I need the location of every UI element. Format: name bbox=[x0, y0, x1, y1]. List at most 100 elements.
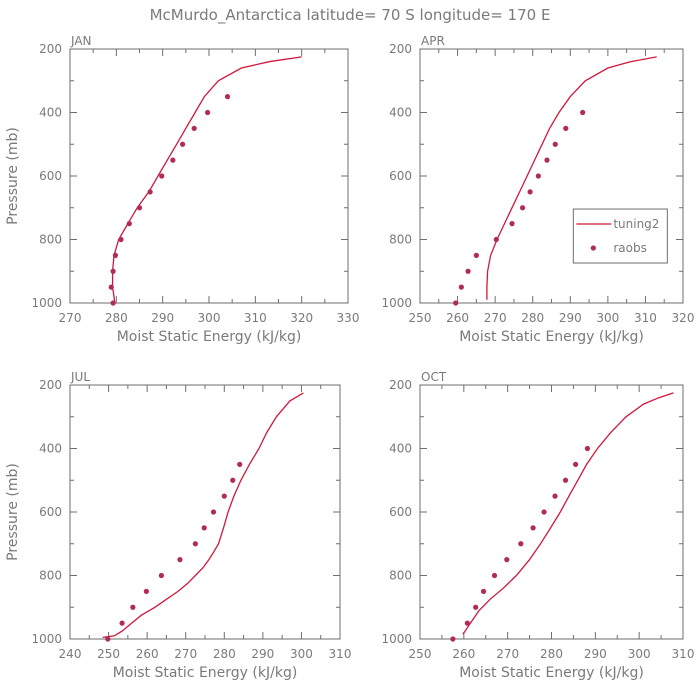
data-point-raobs bbox=[237, 461, 243, 467]
data-point-raobs bbox=[493, 236, 499, 243]
data-point-raobs bbox=[480, 588, 487, 594]
data-point-raobs bbox=[159, 173, 165, 179]
legend-label: tuning2 bbox=[613, 217, 659, 231]
data-point-raobs bbox=[473, 252, 479, 258]
x-tick-label: 300 bbox=[198, 311, 221, 325]
x-tick-label: 290 bbox=[151, 311, 174, 325]
data-point-raobs bbox=[504, 557, 510, 563]
data-point-raobs bbox=[112, 252, 119, 258]
data-point-raobs bbox=[458, 284, 464, 290]
data-point-raobs bbox=[224, 94, 231, 100]
y-tick-label: 400 bbox=[39, 442, 62, 456]
x-tick-label: 290 bbox=[251, 647, 274, 661]
data-point-raobs bbox=[464, 620, 470, 626]
x-tick-label: 280 bbox=[521, 311, 544, 325]
data-point-raobs bbox=[519, 205, 526, 211]
x-tick-label: 250 bbox=[409, 311, 432, 325]
panel-label: JAN bbox=[70, 34, 92, 48]
data-point-raobs bbox=[110, 300, 116, 306]
data-point-raobs bbox=[473, 604, 479, 610]
x-tick-label: 310 bbox=[244, 311, 267, 325]
data-point-raobs bbox=[552, 141, 558, 147]
data-point-raobs bbox=[130, 604, 136, 610]
x-tick-label: 260 bbox=[446, 311, 469, 325]
x-tick-label: 310 bbox=[672, 647, 695, 661]
y-tick-label: 400 bbox=[389, 106, 412, 120]
y-tick-label: 200 bbox=[389, 378, 412, 392]
data-point-raobs bbox=[527, 189, 533, 195]
data-point-raobs bbox=[535, 173, 541, 179]
data-point-raobs bbox=[552, 493, 558, 499]
data-point-raobs bbox=[509, 221, 515, 227]
data-point-raobs bbox=[518, 541, 524, 547]
y-tick-label: 200 bbox=[39, 42, 62, 56]
x-tick-label: 260 bbox=[136, 647, 159, 661]
panel-oct: OCT 250 260 270 280 290 300 310 200 400 600 800 1000… bbox=[381, 370, 694, 681]
data-point-raobs bbox=[230, 477, 236, 483]
panel-label: OCT bbox=[421, 370, 447, 384]
x-axis-label: Moist Static Energy (kJ/kg) bbox=[459, 665, 644, 681]
data-point-raobs bbox=[192, 541, 198, 547]
x-tick-label: 240 bbox=[59, 647, 82, 661]
y-tick-label: 800 bbox=[39, 569, 62, 583]
panel-apr: APR 250 260 270 280 290 300 310 320 200 400 600 800 1… bbox=[381, 34, 694, 345]
y-tick-label: 600 bbox=[39, 169, 62, 183]
y-tick-label: 400 bbox=[39, 106, 62, 120]
data-point-raobs bbox=[580, 109, 586, 116]
x-tick-label: 280 bbox=[105, 311, 128, 325]
data-point-raobs bbox=[530, 525, 536, 531]
x-tick-label: 300 bbox=[596, 311, 619, 325]
legend-label: raobs bbox=[613, 241, 647, 255]
data-point-raobs bbox=[147, 189, 153, 195]
data-point-raobs bbox=[143, 588, 149, 594]
series-line-tuning2 bbox=[462, 392, 674, 635]
data-point-raobs bbox=[450, 636, 456, 642]
x-tick-label: 290 bbox=[584, 647, 607, 661]
y-axis-label: Pressure (mb) bbox=[5, 463, 21, 561]
x-tick-label: 320 bbox=[290, 311, 313, 325]
data-point-raobs bbox=[573, 461, 579, 467]
data-point-raobs bbox=[210, 509, 217, 515]
data-point-raobs bbox=[563, 125, 569, 131]
plot-frame bbox=[69, 384, 341, 640]
y-tick-label: 800 bbox=[39, 233, 62, 247]
data-point-raobs bbox=[541, 509, 547, 515]
x-tick-label: 320 bbox=[672, 311, 695, 325]
data-point-raobs bbox=[105, 636, 111, 642]
data-point-raobs bbox=[562, 477, 569, 483]
legend-box bbox=[572, 208, 668, 264]
data-point-raobs bbox=[201, 525, 207, 531]
data-point-raobs bbox=[544, 157, 550, 163]
data-point-raobs bbox=[158, 572, 165, 579]
x-axis-label: Moist Static Energy (kJ/kg) bbox=[117, 329, 302, 345]
x-tick-label: 330 bbox=[337, 311, 360, 325]
x-tick-label: 300 bbox=[628, 647, 651, 661]
y-tick-label: 600 bbox=[389, 169, 412, 183]
y-tick-label: 600 bbox=[39, 505, 62, 519]
x-tick-label: 270 bbox=[484, 311, 507, 325]
series-line-tuning2 bbox=[486, 56, 657, 300]
data-point-raobs bbox=[179, 141, 186, 147]
y-tick-label: 800 bbox=[389, 233, 412, 247]
legend-dot-swatch bbox=[590, 245, 596, 251]
panel-jan: JAN 270 280 290 300 310 320 330 200 400 600 800 1000… bbox=[5, 34, 359, 345]
data-point-raobs bbox=[118, 236, 124, 243]
y-axis-label: Pressure (mb) bbox=[5, 127, 21, 225]
data-point-raobs bbox=[136, 205, 143, 211]
x-tick-label: 270 bbox=[59, 311, 82, 325]
data-point-raobs bbox=[205, 109, 211, 116]
x-tick-label: 290 bbox=[559, 311, 582, 325]
plot-frame bbox=[69, 48, 349, 304]
x-tick-label: 300 bbox=[290, 647, 313, 661]
data-point-raobs bbox=[119, 620, 125, 626]
x-tick-label: 280 bbox=[540, 647, 563, 661]
x-tick-label: 260 bbox=[452, 647, 475, 661]
x-tick-label: 270 bbox=[496, 647, 519, 661]
data-point-raobs bbox=[126, 221, 132, 227]
y-tick-label: 800 bbox=[389, 569, 412, 583]
data-point-raobs bbox=[221, 493, 227, 499]
plot-frame bbox=[419, 384, 684, 640]
plot-frame bbox=[419, 48, 684, 304]
x-tick-label: 310 bbox=[634, 311, 657, 325]
